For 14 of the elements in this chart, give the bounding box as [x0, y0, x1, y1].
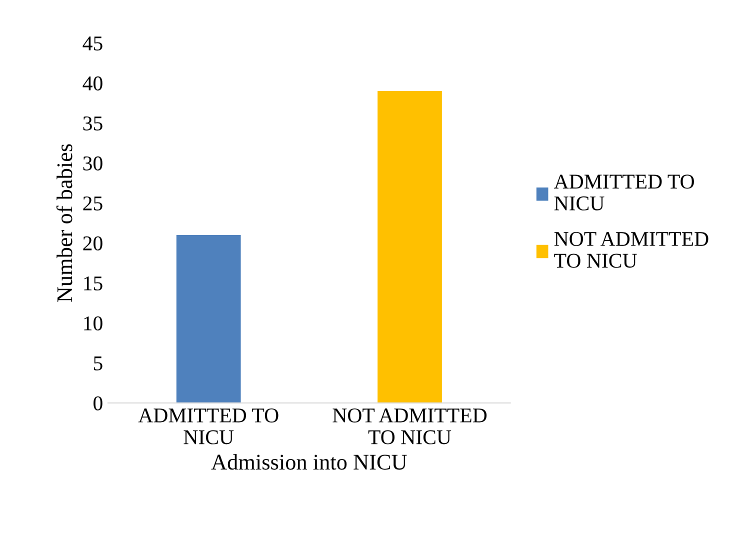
y-tick-label: 10: [84, 316, 102, 330]
x-axis-title: Admission into NICU: [211, 454, 407, 470]
y-tick-label: 20: [83, 236, 102, 250]
y-tick-label: 5: [94, 356, 102, 370]
y-tick-label: 15: [84, 276, 102, 290]
legend-label: NOT ADMITTED TO NICU: [554, 232, 708, 268]
y-tick-label: 45: [82, 36, 102, 50]
legend-label: ADMITTED TO NICU: [554, 174, 694, 210]
y-tick-label: 35: [83, 116, 102, 130]
y-tick-label: 30: [83, 156, 102, 170]
y-tick-label: 25: [83, 196, 102, 210]
y-tick-label: 40: [82, 76, 102, 90]
y-axis-title: Number of babies: [56, 144, 72, 302]
y-tick-label: 0: [94, 396, 102, 410]
